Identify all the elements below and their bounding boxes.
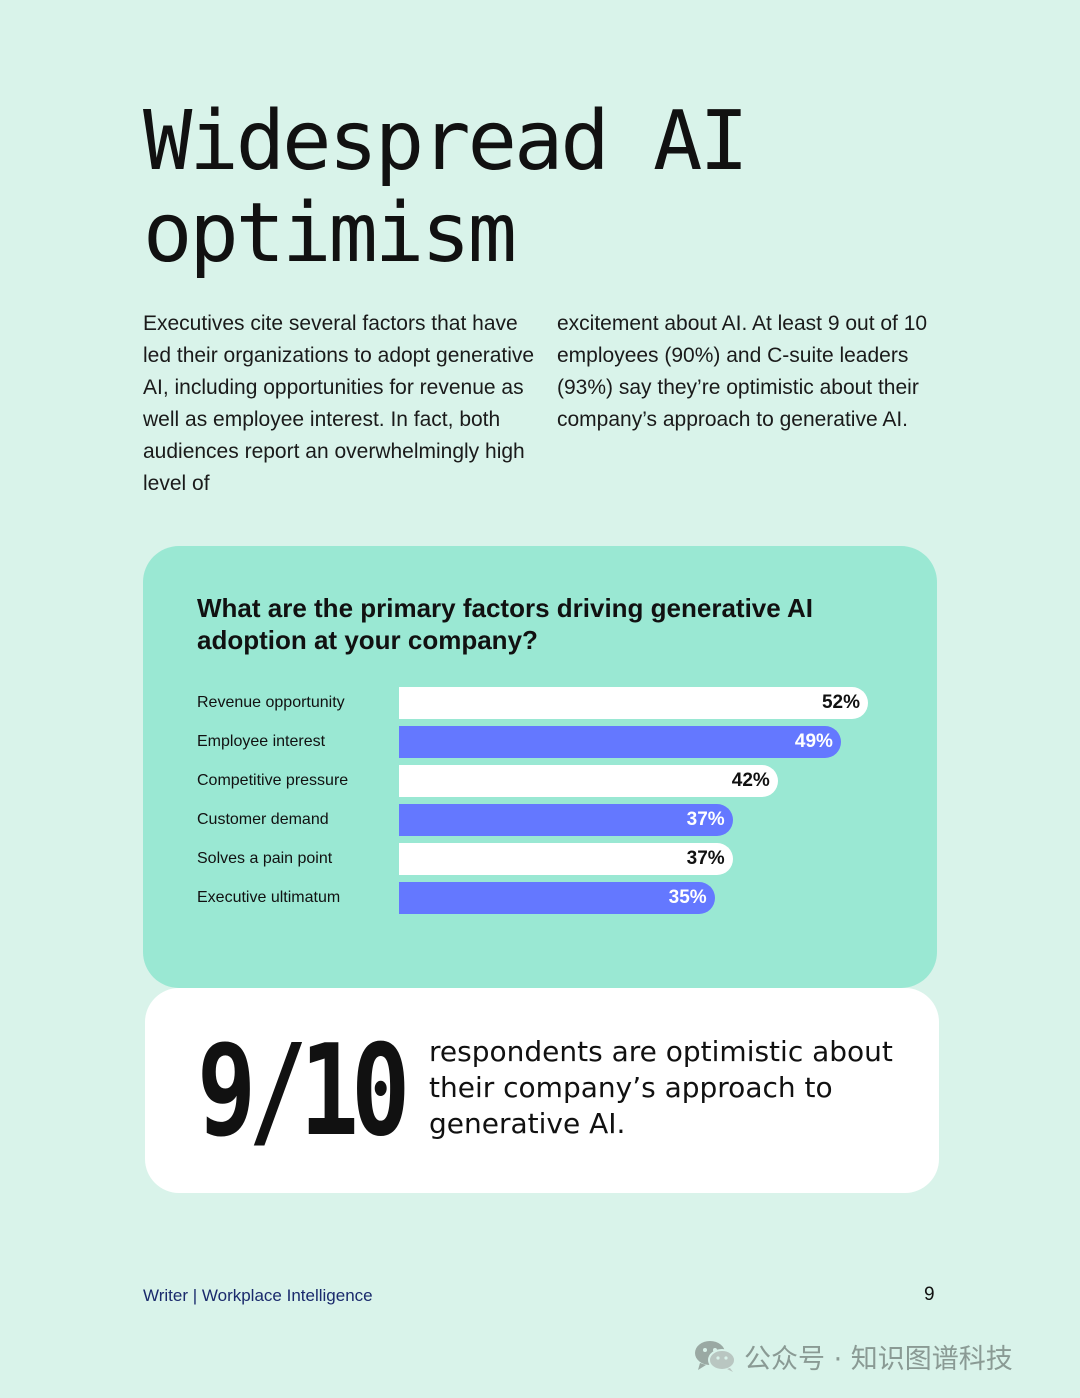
bar-row: Revenue opportunity 52%: [143, 687, 937, 719]
intro-paragraph-left: Executives cite several factors that hav…: [143, 312, 535, 495]
intro-paragraph-right: excitement about AI. At least 9 out of 1…: [557, 312, 928, 431]
bar-row: Competitive pressure 42%: [143, 765, 937, 797]
bar-category-label: Customer demand: [197, 811, 329, 828]
factors-chart-card: What are the primary factors driving gen…: [143, 546, 937, 988]
watermark: 公众号 · 知识图谱科技: [694, 1336, 1013, 1376]
stat-number: 9/10: [197, 1017, 410, 1164]
bar-row: Solves a pain point 37%: [143, 843, 937, 875]
bar-category-label: Employee interest: [197, 733, 326, 750]
bar-value-label: 42%: [731, 770, 770, 791]
bar: [399, 882, 715, 914]
page-title: Widespread AI optimism: [143, 96, 963, 280]
bar-category-label: Executive ultimatum: [197, 889, 341, 906]
footer-source: Writer | Workplace Intelligence: [143, 1286, 373, 1305]
bar: [399, 687, 868, 719]
bar-category-label: Solves a pain point: [197, 850, 333, 867]
bar: [399, 843, 733, 875]
page-number: 9: [924, 1284, 935, 1305]
watermark-text: 公众号 · 知识图谱科技: [744, 1343, 1013, 1375]
title-line-1: Widespread AI: [143, 94, 749, 189]
bar: [399, 765, 778, 797]
bar: [399, 804, 733, 836]
bar-value-label: 35%: [668, 887, 707, 908]
bar-row: Customer demand 37%: [143, 804, 937, 836]
bar: [399, 726, 841, 758]
stat-card: 9/10 respondents are optimistic about th…: [145, 988, 939, 1193]
bar-value-label: 49%: [794, 731, 833, 752]
title-line-2: optimism: [143, 186, 517, 281]
bar-row: Employee interest 49%: [143, 726, 937, 758]
wechat-icon: [695, 1341, 736, 1372]
stat-description: respondents are optimistic about their c…: [429, 1035, 893, 1140]
bar-category-label: Revenue opportunity: [197, 694, 345, 711]
bar-category-label: Competitive pressure: [197, 772, 349, 789]
bar-value-label: 52%: [821, 692, 860, 713]
bar-value-label: 37%: [686, 809, 725, 830]
bar-row: Executive ultimatum 35%: [143, 882, 937, 914]
bar-value-label: 37%: [686, 848, 725, 869]
chart-title: What are the primary factors driving gen…: [197, 593, 813, 655]
